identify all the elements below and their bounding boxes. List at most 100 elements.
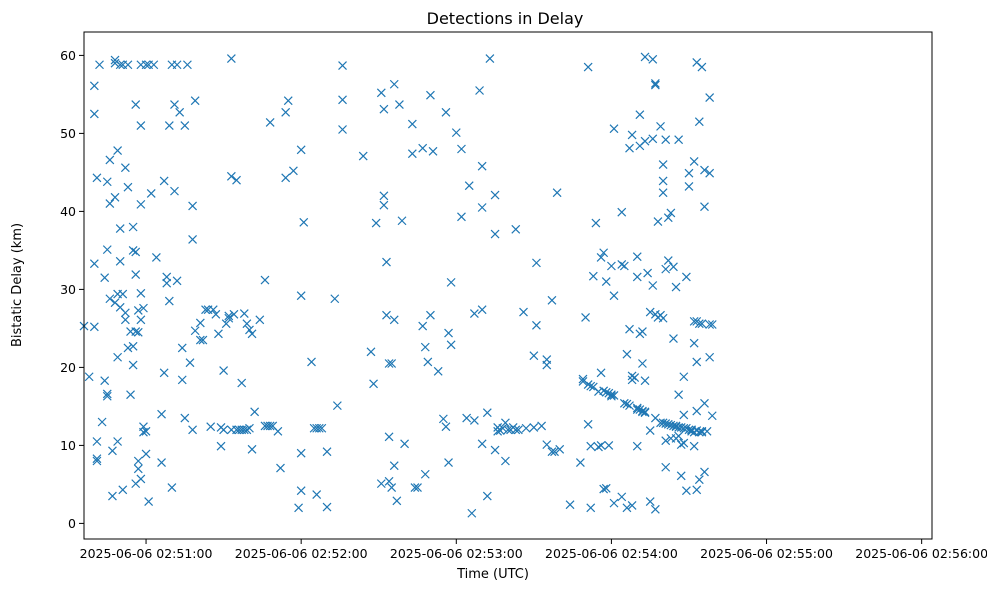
data-point (625, 143, 634, 153)
data-point (679, 423, 689, 433)
data-point (136, 121, 146, 131)
data-point (625, 401, 634, 411)
data-point (586, 441, 596, 451)
data-point (591, 218, 601, 228)
data-point (418, 321, 428, 331)
data-point (705, 352, 715, 362)
data-point (661, 135, 671, 145)
data-point (707, 411, 717, 421)
data-point (276, 463, 285, 473)
data-point (446, 277, 456, 287)
data-point (529, 351, 539, 361)
data-point (322, 502, 332, 512)
data-point (692, 406, 702, 416)
data-point (513, 425, 523, 435)
data-point (617, 260, 627, 269)
data-point (126, 390, 135, 400)
data-point (407, 119, 417, 129)
data-point (330, 294, 340, 304)
data-point (674, 431, 684, 441)
data-point (92, 454, 102, 464)
y-tick-label: 40 (60, 204, 76, 219)
data-point (689, 441, 699, 451)
data-point (632, 403, 642, 413)
data-point (469, 416, 479, 425)
data-point (397, 216, 407, 226)
data-point (407, 149, 417, 159)
data-point (115, 224, 125, 233)
data-point (482, 491, 492, 501)
data-point (638, 359, 647, 368)
data-point (627, 130, 637, 140)
data-point (477, 305, 487, 315)
data-point (681, 272, 691, 282)
data-point (133, 464, 143, 474)
data-point (490, 229, 500, 239)
data-point (146, 189, 156, 198)
data-point (242, 319, 252, 329)
data-point (92, 437, 102, 446)
data-point (583, 419, 593, 429)
data-point (477, 203, 487, 212)
data-point (511, 224, 521, 234)
data-point (224, 313, 234, 323)
data-point (151, 252, 161, 262)
data-point (237, 378, 247, 388)
data-point (131, 270, 141, 280)
data-point (394, 100, 404, 109)
data-point (676, 440, 686, 450)
data-point (201, 305, 210, 315)
data-point (392, 496, 402, 506)
data-point (182, 60, 192, 70)
data-point (133, 327, 143, 337)
data-point (586, 503, 596, 513)
data-point (464, 181, 474, 191)
data-point (92, 456, 102, 466)
data-point (632, 252, 642, 262)
data-point (177, 375, 187, 385)
data-point (700, 467, 709, 477)
data-point (640, 52, 650, 62)
data-point (707, 320, 717, 329)
data-point (606, 261, 616, 271)
x-axis: 2025-06-06 02:51:00 2025-06-06 02:52:00 20… (80, 539, 987, 561)
data-point (684, 168, 694, 178)
data-point (245, 325, 254, 335)
data-point (239, 425, 249, 435)
data-point (469, 309, 479, 319)
data-point (596, 440, 606, 450)
data-point (379, 191, 389, 201)
data-point (681, 486, 691, 496)
data-point (555, 444, 565, 454)
data-point (387, 483, 397, 492)
data-point (438, 414, 448, 424)
data-point (493, 426, 503, 436)
data-point (661, 419, 671, 428)
data-point (640, 376, 650, 386)
data-point (281, 107, 291, 117)
data-point (689, 316, 699, 326)
data-point (247, 444, 257, 454)
data-point (100, 273, 110, 283)
y-tick-label: 30 (60, 282, 76, 297)
data-point (296, 448, 306, 458)
data-point (322, 447, 332, 457)
data-point (423, 357, 433, 367)
data-point (643, 268, 653, 278)
data-point (700, 398, 709, 408)
data-point (457, 212, 466, 222)
data-point (105, 294, 115, 304)
x-axis-label: Time (UTC) (456, 567, 529, 582)
data-point (307, 357, 316, 367)
data-point (281, 173, 291, 183)
data-point (679, 438, 689, 448)
data-point (338, 95, 347, 105)
x-tick-label: 2025-06-06 02:51:00 (80, 546, 213, 561)
data-point (195, 318, 205, 328)
data-point (661, 436, 671, 446)
data-point (596, 368, 606, 378)
data-point (113, 146, 123, 155)
data-point (638, 327, 647, 336)
data-point (700, 202, 709, 212)
data-point (609, 498, 619, 508)
